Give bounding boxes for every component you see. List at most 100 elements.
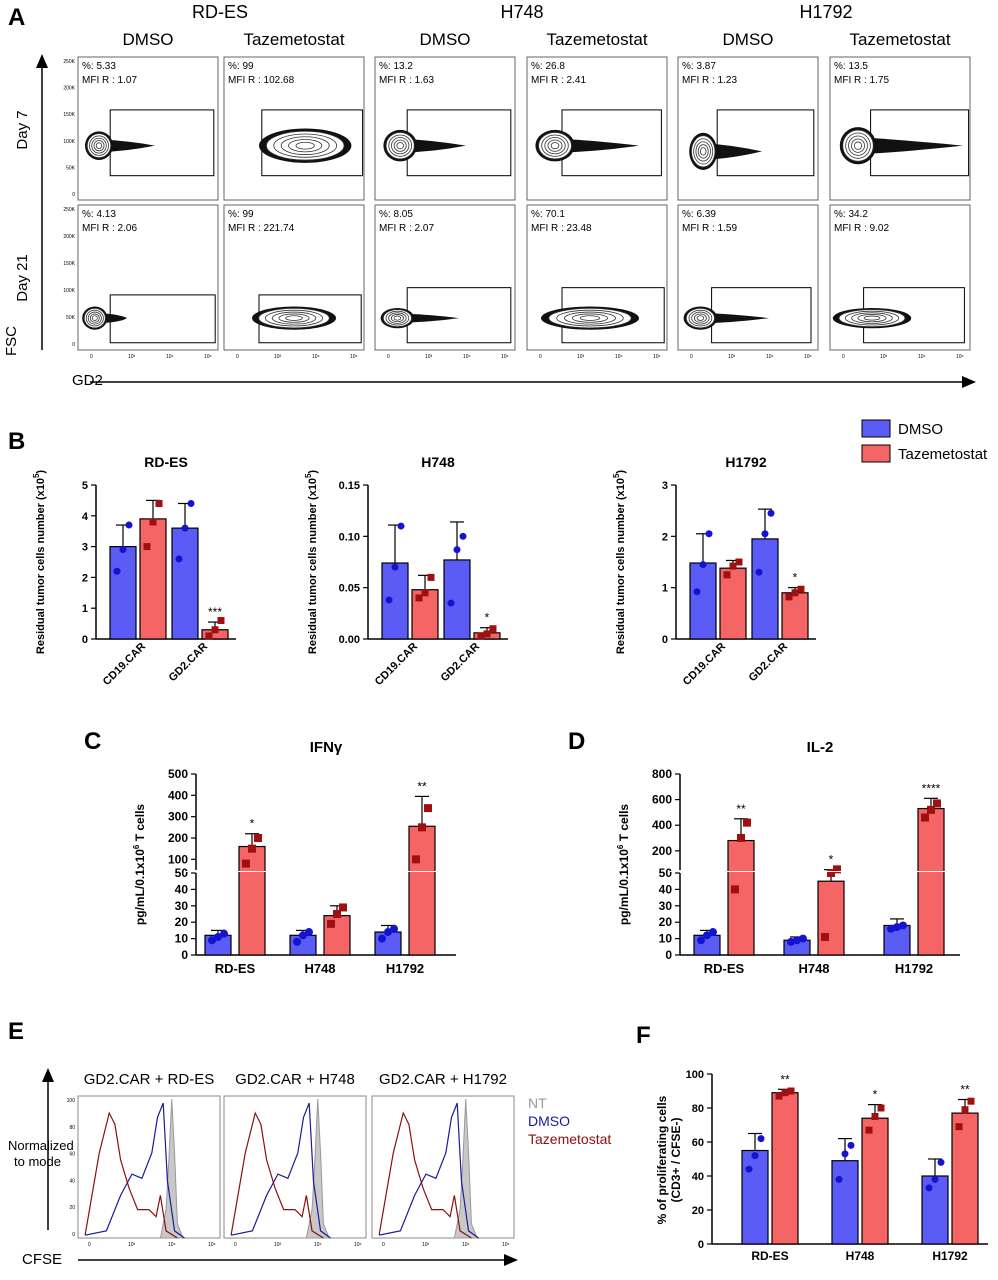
data-point bbox=[841, 1150, 849, 1158]
data-point bbox=[877, 1104, 885, 1112]
data-point bbox=[921, 813, 929, 822]
y-axis-label: % of proliferating cells bbox=[655, 1095, 669, 1224]
data-point bbox=[390, 924, 398, 933]
data-point bbox=[731, 885, 739, 894]
y-tick-label: 60 bbox=[692, 1137, 704, 1149]
data-point bbox=[865, 1126, 873, 1134]
data-point bbox=[799, 934, 807, 943]
data-point bbox=[899, 921, 907, 930]
x-tick-label: 10³ bbox=[274, 1242, 282, 1248]
y-axis-label: Residual tumor cells number (x105) bbox=[304, 470, 319, 655]
mfi-ratio: MFI R : 1.23 bbox=[682, 75, 737, 86]
category-label: CD19.CAR bbox=[681, 641, 728, 688]
gate-percent: %: 6.39 bbox=[682, 209, 716, 220]
panel-e-letter: E bbox=[8, 1018, 25, 1045]
x-tick-label: 0 bbox=[88, 1242, 91, 1248]
plot-frame bbox=[677, 56, 819, 201]
data-point bbox=[791, 589, 799, 597]
bar-dmso bbox=[443, 559, 471, 640]
contour bbox=[863, 315, 881, 321]
y-tick-label: 200 bbox=[168, 831, 188, 845]
y-tick-label: 3 bbox=[662, 480, 668, 492]
bar-dmso bbox=[921, 1175, 949, 1245]
plot-frame bbox=[77, 1095, 221, 1239]
x-tick-label: 10³ bbox=[274, 354, 282, 360]
data-point bbox=[761, 530, 769, 538]
y-tick-label: 100 bbox=[67, 1098, 76, 1104]
y-axis-label: Residual tumor cells number (x105) bbox=[32, 470, 47, 655]
contour bbox=[91, 315, 98, 321]
data-point bbox=[415, 594, 423, 602]
group-title: RD-ES bbox=[191, 2, 248, 22]
population-tail bbox=[555, 138, 639, 153]
data-point bbox=[205, 632, 213, 640]
legend-label: NT bbox=[528, 1095, 547, 1111]
data-point bbox=[427, 573, 435, 581]
x-tick-label: 10³ bbox=[422, 1242, 430, 1248]
chart-title: RD-ES bbox=[144, 454, 188, 470]
y-tick-label: 500 bbox=[168, 767, 188, 781]
mfi-ratio: MFI R : 102.68 bbox=[228, 75, 295, 86]
gate-percent: %: 4.13 bbox=[82, 209, 116, 220]
panel-c-letter: C bbox=[84, 728, 102, 755]
y-tick-label: 250K bbox=[63, 207, 75, 213]
data-point bbox=[775, 1092, 783, 1100]
significance-mark: *** bbox=[208, 605, 222, 619]
y-tick-label: 200 bbox=[652, 844, 672, 858]
y-tick-label: 400 bbox=[652, 818, 672, 832]
population-tail bbox=[99, 139, 155, 153]
y-tick-label: 40 bbox=[692, 1171, 704, 1183]
bar-dmso bbox=[109, 546, 137, 640]
plot-frame bbox=[526, 204, 668, 351]
tazemetostat-histogram bbox=[230, 1111, 324, 1239]
data-point bbox=[745, 1165, 753, 1173]
y-tick-label: 0 bbox=[662, 634, 668, 646]
data-point bbox=[384, 928, 392, 937]
contour bbox=[393, 315, 402, 321]
category-label: H1792 bbox=[895, 961, 933, 976]
y-tick-label: 300 bbox=[168, 810, 188, 824]
x-tick-label: 10⁴ bbox=[463, 354, 471, 360]
significance-mark: * bbox=[829, 853, 834, 867]
data-point bbox=[175, 555, 183, 563]
data-point bbox=[833, 865, 841, 874]
mfi-ratio: MFI R : 9.02 bbox=[834, 223, 889, 234]
residual-chart-2: 0 1 2 3 CD19.CAR GD2.CAR * H1792 bbox=[662, 454, 816, 688]
x-axis-label: GD2 bbox=[72, 372, 103, 389]
legend-swatch bbox=[861, 419, 891, 438]
x-tick-label: 10⁵ bbox=[204, 354, 212, 360]
gate-percent: %: 99 bbox=[228, 209, 254, 220]
data-point bbox=[181, 524, 189, 532]
y-tick-label: 0.10 bbox=[339, 531, 360, 543]
data-point bbox=[699, 561, 707, 569]
mfi-ratio: MFI R : 2.07 bbox=[379, 223, 434, 234]
significance-mark: ** bbox=[960, 1083, 970, 1097]
data-point bbox=[931, 1175, 939, 1183]
category-label: RD-ES bbox=[704, 961, 745, 976]
data-point bbox=[705, 530, 713, 538]
bar-tazemetostat bbox=[861, 1117, 889, 1245]
x-tick-label: 10⁴ bbox=[166, 354, 174, 360]
panel-b-letter: B bbox=[8, 428, 26, 455]
tazemetostat-histogram bbox=[378, 1111, 472, 1239]
condition-label: Tazemetostat bbox=[243, 30, 345, 49]
histogram-title: GD2.CAR + H748 bbox=[235, 1071, 355, 1088]
bar-tazemetostat bbox=[727, 839, 755, 956]
y-tick-label: 0 bbox=[665, 948, 672, 962]
significance-mark: * bbox=[793, 571, 798, 585]
data-point bbox=[955, 1123, 963, 1131]
contour bbox=[700, 147, 707, 156]
significance-mark: **** bbox=[922, 781, 941, 795]
data-point bbox=[887, 924, 895, 933]
y-tick-label: 0 bbox=[82, 634, 88, 646]
mfi-ratio: MFI R : 2.06 bbox=[82, 223, 137, 234]
x-tick-label: 10⁵ bbox=[350, 354, 358, 360]
data-point bbox=[113, 567, 121, 575]
y-tick-label: 100K bbox=[63, 288, 75, 294]
y-tick-label: 0 bbox=[181, 948, 188, 962]
legend-swatch bbox=[861, 444, 891, 463]
data-point bbox=[385, 596, 393, 604]
data-point bbox=[378, 934, 386, 943]
